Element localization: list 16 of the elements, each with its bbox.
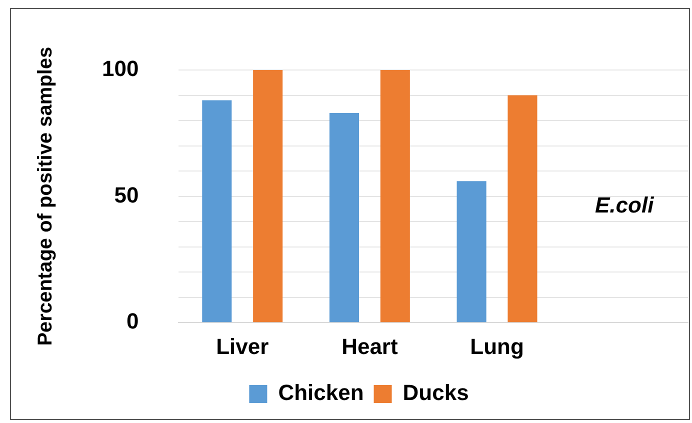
x-tick-label: Liver	[216, 334, 270, 359]
bar	[202, 100, 232, 322]
bar	[456, 181, 486, 322]
y-tick-label: 100	[102, 56, 139, 82]
x-tick-label: Lung	[470, 334, 524, 359]
y-axis-title: Percentage of positive samples	[34, 46, 57, 346]
annotation: E.coli	[594, 192, 655, 218]
x-tick-label: Heart	[342, 334, 398, 359]
y-tick-label: 0	[126, 308, 139, 334]
bar	[508, 95, 538, 322]
y-tick-label: 50	[114, 182, 139, 208]
legend-label: Chicken	[278, 380, 364, 406]
bar	[253, 70, 283, 322]
bar	[329, 112, 359, 322]
legend-label: Ducks	[402, 380, 469, 406]
bar	[380, 70, 410, 322]
